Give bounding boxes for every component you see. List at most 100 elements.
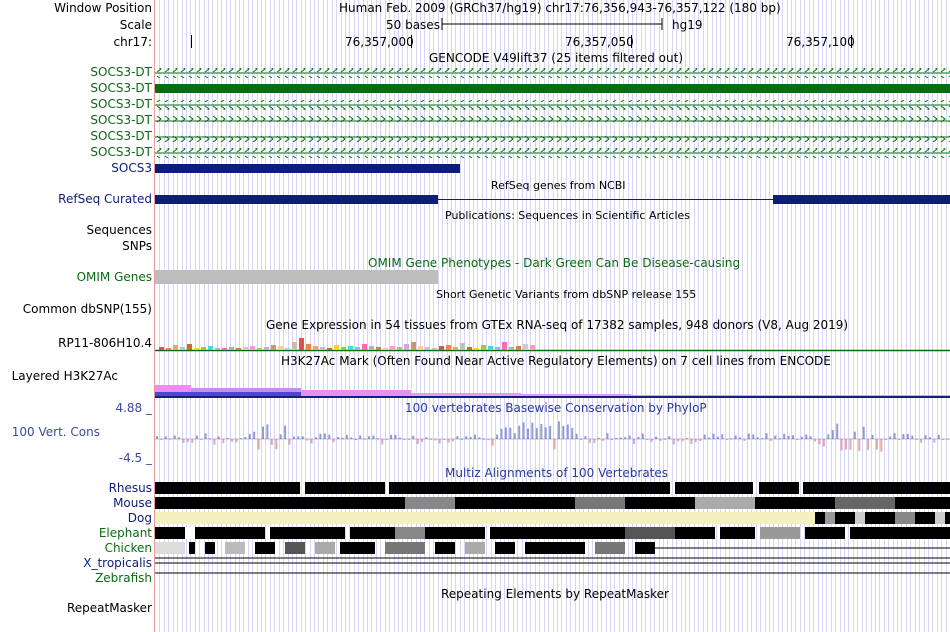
alignment-block[interactable] — [155, 542, 185, 554]
alignment-block[interactable] — [895, 497, 950, 509]
gtex-tissue-bar[interactable] — [257, 348, 262, 350]
gtex-tissue-bar[interactable] — [488, 346, 493, 350]
gtex-tissue-bar[interactable] — [271, 345, 276, 350]
species-elephant-label[interactable]: Elephant — [98, 526, 152, 540]
gtex-tissue-bar[interactable] — [299, 338, 304, 350]
gtex-tissue-bar[interactable] — [411, 342, 416, 350]
gencode-item-label[interactable]: SOCS3-DT — [90, 145, 152, 159]
alignment-block[interactable] — [759, 482, 799, 494]
alignment-block[interactable] — [195, 527, 265, 539]
gtex-tissue-bar[interactable] — [173, 345, 178, 350]
sequences-label[interactable]: Sequences — [86, 223, 152, 237]
refseq-track[interactable] — [155, 194, 950, 206]
alignment-block[interactable] — [385, 542, 425, 554]
gtex-tissue-bar[interactable] — [250, 346, 255, 350]
socs3-exon[interactable] — [155, 164, 460, 173]
alignment-block[interactable] — [525, 542, 585, 554]
alignment-block[interactable] — [935, 512, 945, 524]
gtex-tissue-bar[interactable] — [446, 345, 451, 350]
alignment-block[interactable] — [675, 482, 753, 494]
gtex-tissue-bar[interactable] — [481, 345, 486, 350]
gencode-item-label[interactable]: SOCS3-DT — [90, 81, 152, 95]
alignment-block[interactable] — [720, 527, 755, 539]
species-rhesus-label[interactable]: Rhesus — [108, 481, 152, 495]
alignment-block[interactable] — [340, 542, 375, 554]
gtex-tissue-bar[interactable] — [201, 347, 206, 350]
alignment-block[interactable] — [315, 542, 335, 554]
alignment-block[interactable] — [285, 542, 305, 554]
socs3-label[interactable]: SOCS3 — [111, 161, 152, 175]
alignment-block[interactable] — [625, 497, 695, 509]
gtex-tissue-bar[interactable] — [306, 344, 311, 350]
gtex-tissue-bar[interactable] — [327, 348, 332, 350]
alignment-block[interactable] — [305, 482, 385, 494]
gtex-tissue-bar[interactable] — [278, 346, 283, 350]
gtex-tissue-bar[interactable] — [404, 344, 409, 350]
gtex-tissue-bar[interactable] — [467, 347, 472, 350]
cons-track-label[interactable]: 100 Vert. Cons — [11, 425, 100, 439]
gtex-tissue-bar[interactable] — [159, 347, 164, 350]
omim-label[interactable]: OMIM Genes — [76, 270, 152, 284]
alignment-block[interactable] — [803, 482, 950, 494]
gencode-transcript[interactable] — [155, 148, 950, 158]
gtex-tissue-bar[interactable] — [292, 342, 297, 350]
alignment-block[interactable] — [490, 527, 625, 539]
alignment-block[interactable] — [895, 512, 915, 524]
gtex-tissue-bar[interactable] — [187, 344, 192, 350]
species-mouse-label[interactable]: Mouse — [113, 496, 152, 510]
alignment-block[interactable] — [350, 527, 395, 539]
gtex-tissue-bar[interactable] — [264, 347, 269, 350]
snps-label[interactable]: SNPs — [122, 239, 152, 253]
alignment-block[interactable] — [155, 497, 405, 509]
gtex-tissue-bar[interactable] — [460, 343, 465, 350]
dbsnp-label[interactable]: Common dbSNP(155) — [22, 302, 152, 316]
multiz-track[interactable] — [155, 481, 950, 586]
species-dog-label[interactable]: Dog — [127, 511, 152, 525]
gtex-tissue-bar[interactable] — [453, 347, 458, 350]
gtex-tissue-bar[interactable] — [425, 347, 430, 350]
gtex-tissue-bar[interactable] — [516, 346, 521, 350]
refseq-label[interactable]: RefSeq Curated — [58, 192, 152, 206]
alignment-block[interactable] — [805, 527, 845, 539]
gtex-tissue-bar[interactable] — [348, 346, 353, 350]
gtex-tissue-bar[interactable] — [229, 347, 234, 350]
alignment-block[interactable] — [855, 512, 865, 524]
gtex-tissue-bar[interactable] — [439, 346, 444, 350]
gtex-tissue-bar[interactable] — [208, 346, 213, 350]
alignment-block[interactable] — [575, 497, 625, 509]
gencode-transcript[interactable] — [155, 100, 950, 110]
gtex-tissue-bar[interactable] — [502, 342, 507, 350]
gtex-tissue-bar[interactable] — [432, 348, 437, 350]
omim-gene-block[interactable] — [155, 270, 438, 284]
gtex-tissue-bar[interactable] — [341, 347, 346, 350]
h3k27ac-track[interactable] — [155, 380, 950, 400]
alignment-block[interactable] — [155, 512, 815, 524]
alignment-block[interactable] — [495, 542, 515, 554]
h3k27ac-label[interactable]: Layered H3K27Ac — [11, 369, 118, 383]
gencode-transcript[interactable] — [155, 116, 950, 126]
alignment-block[interactable] — [205, 542, 215, 554]
track-panel[interactable]: Human Feb. 2009 (GRCh37/hg19) chr17:76,3… — [155, 0, 950, 632]
gtex-tissue-bar[interactable] — [369, 346, 374, 350]
gencode-transcript[interactable] — [155, 84, 950, 93]
gencode-item-label[interactable]: SOCS3-DT — [90, 97, 152, 111]
gencode-track[interactable] — [155, 64, 950, 176]
species-chicken-label[interactable]: Chicken — [104, 541, 152, 555]
gtex-tissue-bar[interactable] — [418, 346, 423, 350]
gtex-tissue-bar[interactable] — [215, 348, 220, 350]
gtex-tissue-bar[interactable] — [355, 347, 360, 350]
alignment-block[interactable] — [395, 527, 425, 539]
alignment-block[interactable] — [185, 527, 195, 539]
gtex-tissue-bar[interactable] — [222, 348, 227, 350]
alignment-block[interactable] — [825, 512, 835, 524]
gtex-tissue-bar[interactable] — [509, 347, 514, 350]
gtex-track[interactable] — [155, 330, 950, 352]
alignment-block[interactable] — [595, 542, 625, 554]
alignment-block[interactable] — [835, 497, 895, 509]
gtex-tissue-bar[interactable] — [313, 346, 318, 350]
alignment-block[interactable] — [405, 497, 455, 509]
alignment-block[interactable] — [189, 542, 195, 554]
alignment-block[interactable] — [225, 542, 245, 554]
refseq-exon[interactable] — [773, 195, 950, 204]
gtex-tissue-bar[interactable] — [166, 348, 171, 350]
